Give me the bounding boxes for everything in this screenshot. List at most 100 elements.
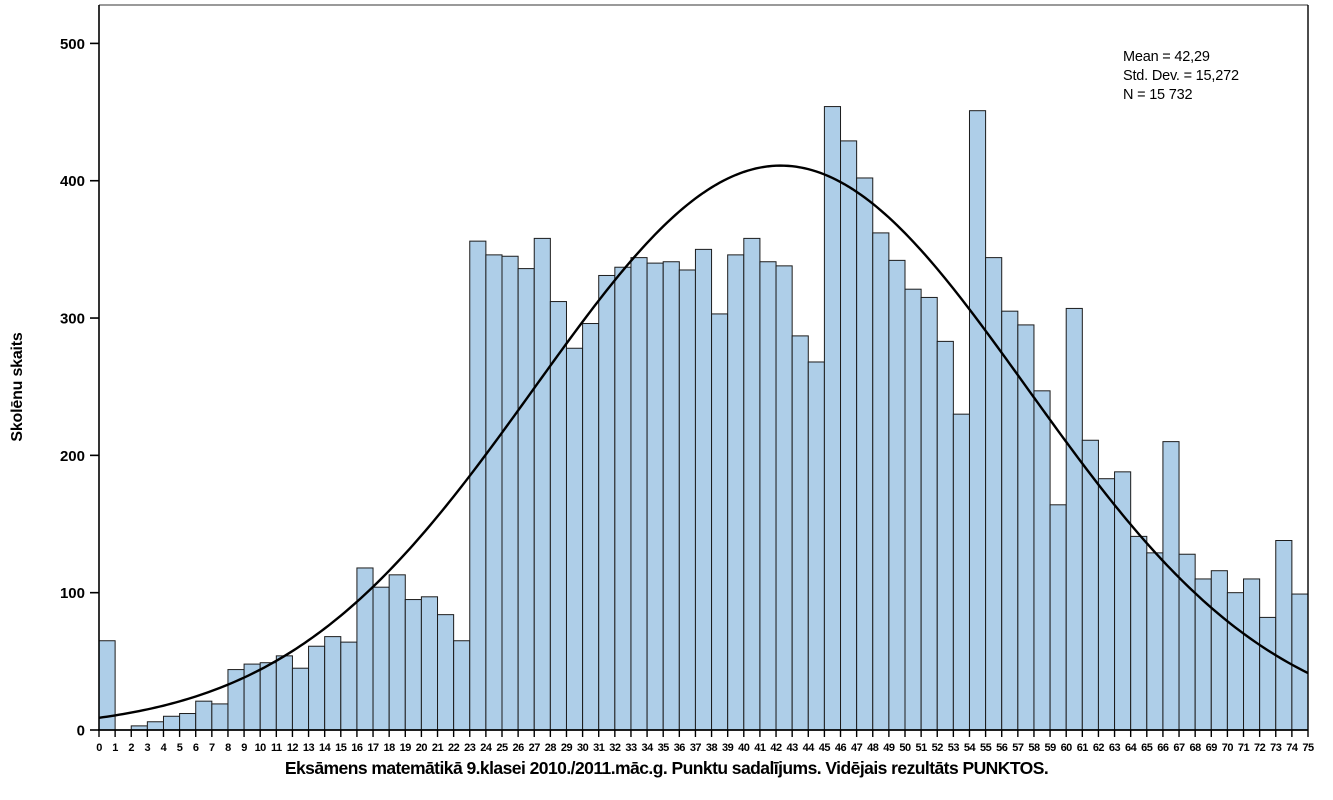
histogram-bar (501, 255, 519, 731)
x-tick-label: 29 (561, 742, 573, 754)
stats-n: N = 15 732 (1123, 86, 1193, 103)
x-tick-label: 53 (948, 742, 960, 754)
normal-curve (98, 164, 1309, 719)
x-tick-label: 55 (980, 742, 992, 754)
x-tick-label: 13 (303, 742, 315, 754)
histogram-bar (1243, 578, 1261, 731)
histogram-bar (823, 106, 842, 731)
y-axis-title: Skolēnu skaits (9, 332, 26, 442)
x-tick-label: 21 (432, 742, 444, 754)
x-tick-label: 11 (271, 742, 282, 754)
histogram-bar (146, 721, 164, 731)
chart-title: Eksāmens matemātikā 9.klasei 2010./2011.… (284, 758, 1049, 778)
x-tick-label: 10 (255, 742, 267, 754)
histogram-bar (1065, 307, 1083, 731)
x-tick-label: 15 (335, 742, 347, 754)
y-tick-label: 0 (77, 723, 85, 740)
histogram-bar (1033, 390, 1051, 731)
x-tick-label: 75 (1302, 742, 1314, 754)
histogram-bar (453, 640, 471, 731)
stats-box: Mean = 42,29 Std. Dev. = 15,272 N = 15 7… (1123, 48, 1239, 104)
histogram-bar (324, 636, 342, 731)
histogram-bar (420, 596, 439, 731)
x-tick-label: 65 (1141, 742, 1153, 754)
histogram-bar (195, 700, 213, 731)
histogram-bar (1259, 616, 1277, 731)
x-tick-label: 7 (209, 742, 215, 754)
histogram-bar (662, 261, 680, 731)
x-tick-label: 0 (96, 742, 102, 754)
x-tick-label: 51 (915, 742, 927, 754)
histogram-bar (840, 140, 858, 731)
y-tick-label: 400 (60, 173, 85, 190)
x-tick-label: 42 (770, 742, 782, 754)
histogram-bar (614, 266, 632, 731)
x-tick-label: 50 (899, 742, 911, 754)
x-tick-label: 31 (593, 742, 605, 754)
histogram-bar (743, 237, 761, 731)
histogram-bar (162, 715, 181, 731)
x-tick-label: 23 (464, 742, 476, 754)
x-tick-label: 26 (512, 742, 524, 754)
x-tick-label: 27 (529, 742, 541, 754)
x-tick-label: 19 (400, 742, 412, 754)
x-tick-label: 61 (1077, 742, 1089, 754)
y-tick-label: 500 (60, 36, 85, 53)
histogram-bar (1049, 504, 1067, 731)
x-tick-label: 45 (819, 742, 831, 754)
x-tick-label: 20 (416, 742, 428, 754)
histogram-bar (356, 567, 374, 731)
histogram-bar (340, 641, 358, 731)
histogram-bar (856, 177, 874, 731)
x-tick-label: 47 (851, 742, 863, 754)
histogram-bar (485, 254, 503, 731)
x-tick-label: 25 (496, 742, 508, 754)
x-tick-label: 1 (112, 742, 118, 754)
x-tick-label: 33 (625, 742, 637, 754)
histogram-bar (275, 655, 293, 731)
histogram-bar (727, 254, 745, 731)
x-tick-label: 41 (754, 742, 766, 754)
histogram-bar (630, 257, 648, 731)
x-tick-label: 18 (384, 742, 396, 754)
histogram-bar (1226, 592, 1245, 731)
histogram-bar (904, 288, 922, 731)
x-tick-label: 40 (738, 742, 750, 754)
x-tick-label: 28 (545, 742, 557, 754)
histogram-bar (179, 713, 197, 731)
x-tick-label: 35 (658, 742, 670, 754)
x-tick-label: 12 (287, 742, 299, 754)
x-tick-label: 38 (706, 742, 718, 754)
x-tick-label: 62 (1093, 742, 1105, 754)
x-tick-label: 56 (996, 742, 1008, 754)
histogram-bar (308, 645, 326, 731)
histogram-bar (517, 268, 535, 731)
x-tick-label: 64 (1125, 742, 1138, 754)
x-tick-label: 30 (577, 742, 589, 754)
histogram-bar (211, 703, 229, 731)
histogram-bar (469, 240, 487, 731)
x-tick-label: 44 (803, 742, 816, 754)
histogram-bar (952, 413, 970, 731)
x-tick-label: 14 (319, 742, 332, 754)
y-tick-label: 200 (60, 448, 85, 465)
x-tick-label: 63 (1109, 742, 1121, 754)
histogram-bar (565, 347, 584, 731)
x-tick-label: 39 (722, 742, 734, 754)
histogram-bar (388, 574, 406, 731)
histogram-bar (936, 340, 954, 731)
x-tick-label: 37 (690, 742, 702, 754)
x-tick-label: 48 (867, 742, 879, 754)
histogram-bar (694, 248, 713, 731)
histogram-bar (549, 301, 567, 731)
y-tick-label: 100 (60, 585, 85, 602)
x-tick-label: 58 (1028, 742, 1040, 754)
x-tick-label: 73 (1270, 742, 1282, 754)
x-tick-label: 22 (448, 742, 460, 754)
histogram-bar (404, 599, 422, 731)
histogram-bar (1275, 540, 1293, 731)
x-tick-label: 5 (177, 742, 183, 754)
histogram-bar (1162, 441, 1180, 731)
histogram-bar (1210, 570, 1228, 731)
